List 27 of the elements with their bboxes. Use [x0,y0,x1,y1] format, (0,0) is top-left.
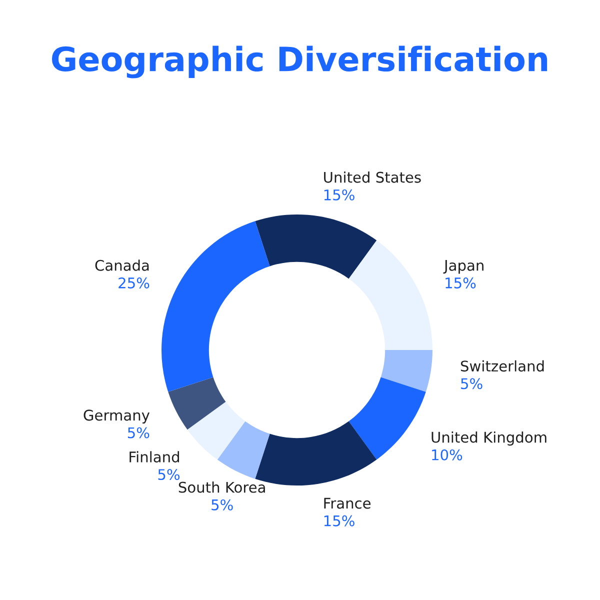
data-label: 15% [324,515,354,526]
data-label: 25% [118,277,150,288]
data-label: 15% [446,277,476,288]
slice-label: Japan [443,260,484,274]
donut-slice [162,221,270,392]
data-label: 15% [324,189,354,200]
data-label: 5% [461,378,482,390]
donut-slice [380,350,432,392]
slice-label: United States [324,172,421,183]
slice-label: Canada [95,260,149,271]
donut-slice [187,402,246,460]
slice-label: Switzerland [460,360,544,372]
donut-slice [255,214,377,279]
data-label: 5% [212,499,233,510]
data-label: 10% [432,449,462,460]
slice-label: South Korea [178,482,265,493]
donut-slice [217,421,270,479]
data-label: 5% [158,469,180,480]
slice-label: France [324,498,371,509]
slice-label: Germany [84,410,150,424]
slice-label: Finland [130,451,180,462]
donut-slice [168,377,226,430]
donut-slice [348,377,426,460]
donut-slice [348,240,432,350]
data-label: 5% [128,427,150,438]
chart-title: Geographic Diversification [52,46,548,78]
slice-label: United Kingdom [432,431,546,446]
